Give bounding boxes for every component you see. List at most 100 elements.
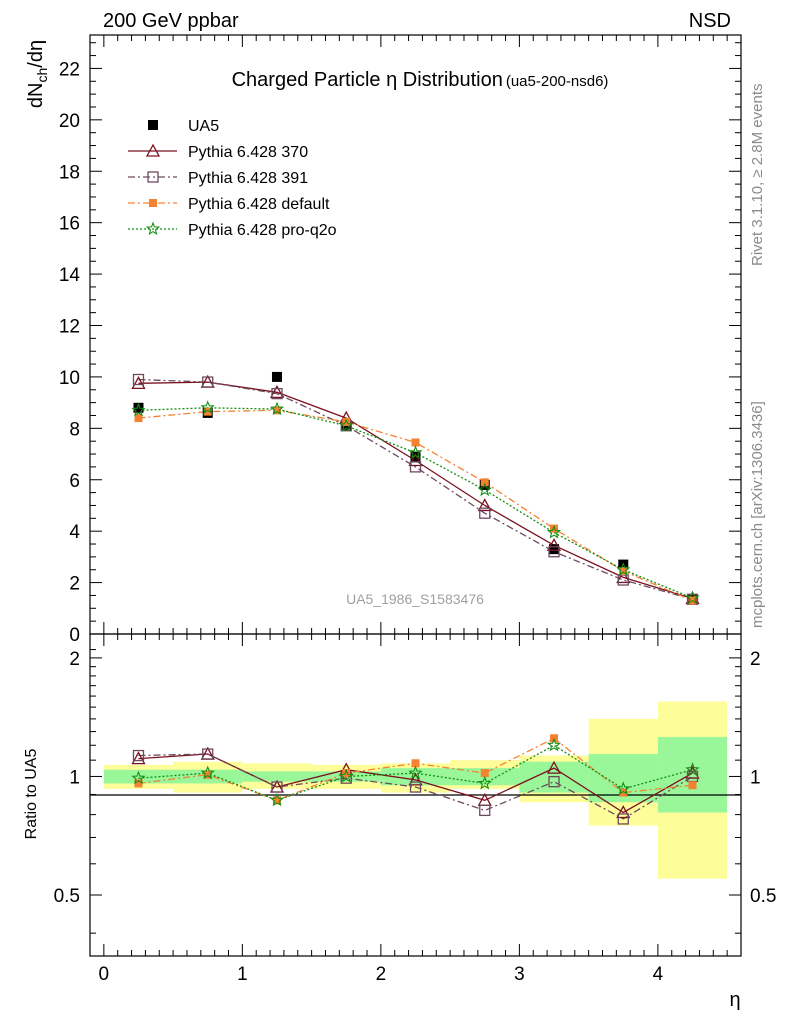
data-point-s4-8 <box>685 590 700 605</box>
data-point-s3-3 <box>342 417 351 426</box>
legend-label: Pythia 6.428 default <box>188 196 330 213</box>
legend-label: Pythia 6.428 370 <box>188 144 308 161</box>
data-point-s2-2 <box>271 387 283 400</box>
mcplots-label: mcplots.cern.ch [arXiv:1306.3436] <box>749 401 766 628</box>
ratio-point-s3-2 <box>269 792 285 807</box>
x-axis-label: η <box>729 989 740 1011</box>
data-point-s2-1 <box>202 376 214 388</box>
main-y-tick-label: 18 <box>59 162 80 183</box>
ratio-point-s1-2 <box>271 781 283 793</box>
data-point-s3-0 <box>134 414 143 423</box>
data-point-s4-7 <box>616 562 631 576</box>
data-point-s1-0 <box>131 375 146 389</box>
ratio-point-s1-1 <box>202 748 214 760</box>
data-point-s3-7 <box>619 567 628 576</box>
ratio-point-s1-6 <box>548 776 560 788</box>
ratio-point-s3-5 <box>477 775 492 790</box>
main-title: Charged Particle η Distribution (ua5-200-… <box>232 69 609 91</box>
ratio-point-s2-7 <box>619 788 628 797</box>
ratio-point-s0-4 <box>408 772 423 786</box>
legend-label: UA5 <box>188 118 219 135</box>
data-point-s4-4 <box>408 445 423 459</box>
main-title-text: Charged Particle η Distribution <box>232 69 503 91</box>
series-line-2 <box>138 378 693 600</box>
ratio-point-s1-0 <box>132 749 145 762</box>
ratio-band-inner <box>657 736 728 813</box>
main-y-tick-label: 8 <box>69 419 80 440</box>
data-point-s2-4 <box>409 461 422 473</box>
data-point-s3-2 <box>272 406 281 415</box>
data-point-s2-6 <box>548 546 560 558</box>
legend-marker-1 <box>145 143 161 157</box>
main-y-axis-label: dNch/dη <box>25 40 50 108</box>
ratio-point-s2-1 <box>203 770 212 779</box>
x-tick-label: 4 <box>653 964 664 985</box>
ratio-point-s3-1 <box>200 765 215 780</box>
data-point-s3-6 <box>550 524 559 533</box>
data-point-s1-7 <box>616 570 631 584</box>
analysis-watermark: UA5_1986_S1583476 <box>346 591 484 607</box>
data-point-s0-6 <box>549 544 560 555</box>
ratio-point-s0-0 <box>131 751 146 765</box>
main-y-tick-label: 16 <box>59 214 80 235</box>
ratio-band-inner <box>103 769 174 784</box>
main-y-tick-label: 4 <box>69 522 80 543</box>
data-point-s2-5 <box>479 507 491 519</box>
ratio-point-s2-8 <box>688 781 697 790</box>
main-y-tick-label: 12 <box>59 317 80 338</box>
data-point-s4-6 <box>546 525 562 539</box>
ratio-point-s0-7 <box>616 805 631 819</box>
main-y-tick-label: 6 <box>69 471 80 492</box>
x-tick-label: 1 <box>237 964 248 985</box>
ratio-band-inner <box>242 771 312 782</box>
data-point-s4-1 <box>200 400 215 414</box>
x-tick-label: 3 <box>514 964 525 985</box>
legend-label: Pythia 6.428 391 <box>188 170 308 187</box>
ratio-y-tick-label: 0.5 <box>54 886 80 907</box>
data-point-s1-2 <box>269 384 285 398</box>
legend-marker-2 <box>147 171 159 183</box>
data-point-s1-6 <box>546 537 562 551</box>
main-y-tick-label: 2 <box>69 574 80 595</box>
ratio-point-s2-3 <box>342 769 351 778</box>
ratio-line-1 <box>138 753 693 820</box>
legend-marker-3 <box>149 199 157 207</box>
data-point-s0-0 <box>133 402 144 413</box>
data-point-s1-5 <box>477 498 492 512</box>
data-point-s4-5 <box>477 482 492 497</box>
ratio-y-axis-label: Ratio to UA5 <box>23 749 40 840</box>
rivet-version-label: Rivet 3.1.10, ≥ 2.8M events <box>749 84 766 267</box>
ratio-y-tick-label: 2 <box>69 649 80 670</box>
data-point-s0-4 <box>410 451 421 462</box>
ratio-point-s0-6 <box>546 760 562 774</box>
main-title-suffix: (ua5-200-nsd6) <box>506 73 609 90</box>
ratio-point-s3-7 <box>616 781 631 795</box>
x-tick-label: 2 <box>376 964 387 985</box>
ratio-y-tick-label-right: 0.5 <box>750 886 776 907</box>
data-point-s1-4 <box>408 453 423 467</box>
main-panel: UA5_1986_S1583476 Charged Particle η Dis… <box>25 34 742 646</box>
ratio-point-s1-5 <box>479 804 491 817</box>
data-point-s4-3 <box>339 418 354 432</box>
ratio-y-tick-label: 1 <box>69 767 80 788</box>
ratio-frame <box>89 633 742 957</box>
data-point-s3-4 <box>411 438 420 447</box>
ratio-point-s3-0 <box>131 770 146 785</box>
ratio-point-s1-7 <box>617 813 629 825</box>
legend: UA5 Pythia 6.428 370 Pythia 6.428 391 Pythi… <box>128 118 337 239</box>
data-point-s2-0 <box>132 373 145 386</box>
data-point-s3-5 <box>480 478 489 487</box>
legend-label: Pythia 6.428 pro-q2o <box>188 222 337 239</box>
ratio-point-s2-4 <box>411 759 420 768</box>
legend-marker-4 <box>145 221 161 236</box>
main-y-tick-label: 22 <box>59 59 80 80</box>
series-line-4 <box>138 407 693 599</box>
ratio-point-s3-6 <box>546 737 562 752</box>
main-y-tick-label: 0 <box>69 625 80 646</box>
ratio-point-s2-5 <box>480 769 489 778</box>
ratio-point-s3-8 <box>685 762 700 776</box>
ratio-panel: 0.5 0.5 1 1 2 2 0 1 2 3 4 Ratio to UA5 η <box>23 633 776 1011</box>
header-process-label: NSD <box>689 10 731 32</box>
ratio-point-s3-3 <box>339 769 354 783</box>
data-point-s3-1 <box>203 407 212 416</box>
